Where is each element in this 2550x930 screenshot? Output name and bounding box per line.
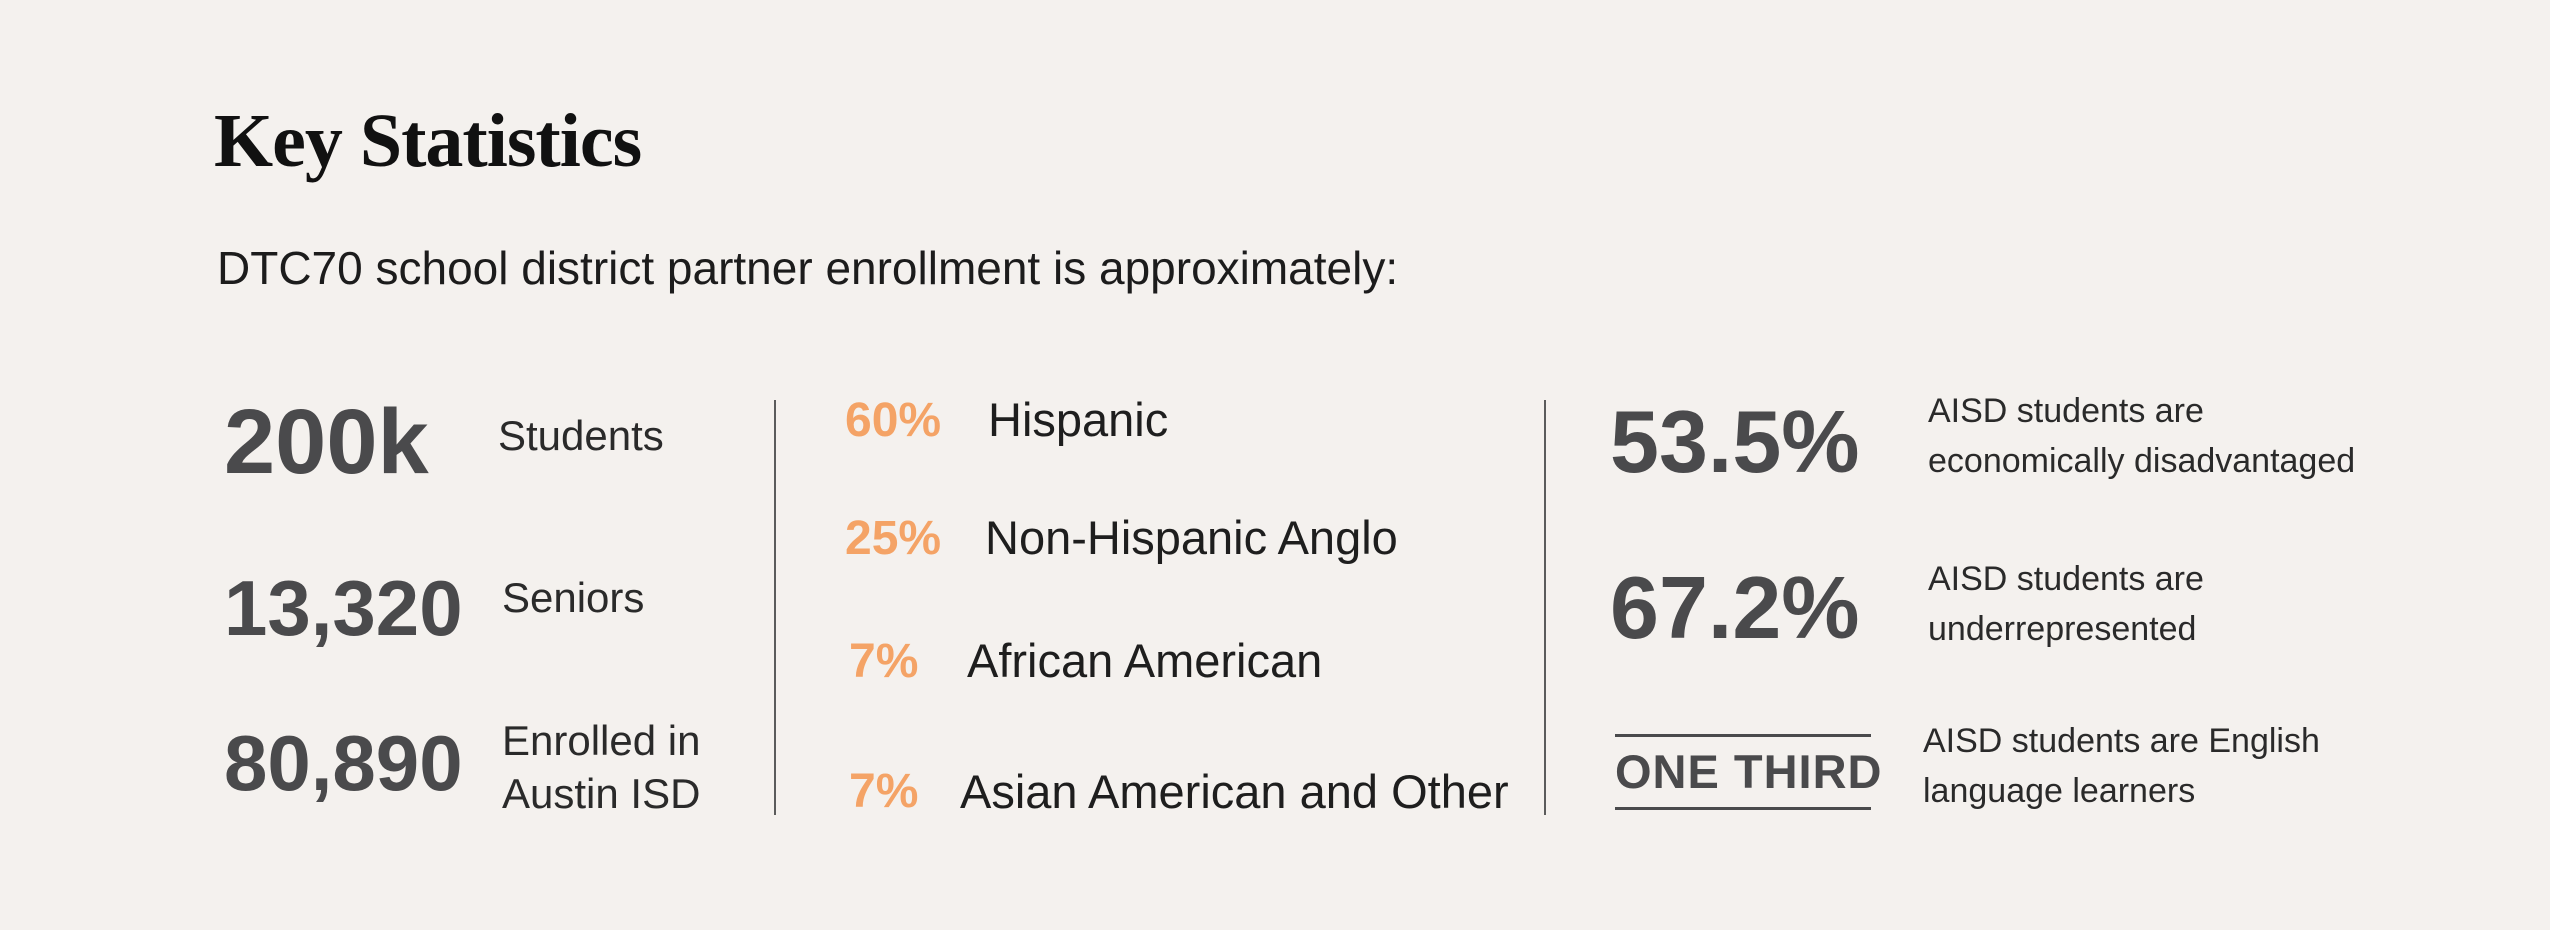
- austin-isd-label-line2: Austin ISD: [502, 770, 701, 817]
- economically-disadvantaged-text: AISD students are economically disadvant…: [1928, 386, 2355, 486]
- underrepresented-line1: AISD students are: [1928, 560, 2204, 598]
- page-title: Key Statistics: [214, 99, 642, 183]
- hispanic-label: Hispanic: [988, 393, 1169, 446]
- one-third-callout: ONE THIRD: [1615, 734, 1882, 810]
- austin-isd-count: 80,890: [224, 719, 463, 807]
- anglo-percent: 25%: [845, 512, 942, 565]
- hispanic-percent: 60%: [845, 394, 942, 447]
- austin-isd-label-line1: Enrolled in: [502, 717, 701, 764]
- column-divider-left: [774, 400, 776, 815]
- underrepresented-text: AISD students are underrepresented: [1928, 554, 2204, 654]
- underrepresented-line2: underrepresented: [1928, 610, 2197, 648]
- asian-other-label: Asian American and Other: [960, 765, 1509, 818]
- seniors-label: Seniors: [502, 574, 645, 621]
- african-american-label: African American: [967, 634, 1323, 687]
- page-subtitle: DTC70 school district partner enrollment…: [217, 242, 1399, 294]
- economically-disadvantaged-percent: 53.5%: [1610, 392, 1860, 491]
- students-label: Students: [498, 412, 664, 459]
- economically-disadvantaged-line2: economically disadvantaged: [1928, 442, 2356, 480]
- english-learners-line1: AISD students are English: [1923, 722, 2320, 760]
- english-learners-line2: language learners: [1923, 772, 2196, 810]
- asian-other-percent: 7%: [849, 765, 919, 818]
- english-learners-text: AISD students are English language learn…: [1923, 716, 2320, 816]
- economically-disadvantaged-line1: AISD students are: [1928, 392, 2204, 430]
- anglo-label: Non-Hispanic Anglo: [985, 511, 1398, 564]
- column-divider-right: [1544, 400, 1546, 815]
- seniors-count: 13,320: [224, 564, 463, 652]
- african-american-percent: 7%: [849, 635, 919, 688]
- underrepresented-percent: 67.2%: [1610, 558, 1860, 657]
- students-count: 200k: [224, 391, 429, 493]
